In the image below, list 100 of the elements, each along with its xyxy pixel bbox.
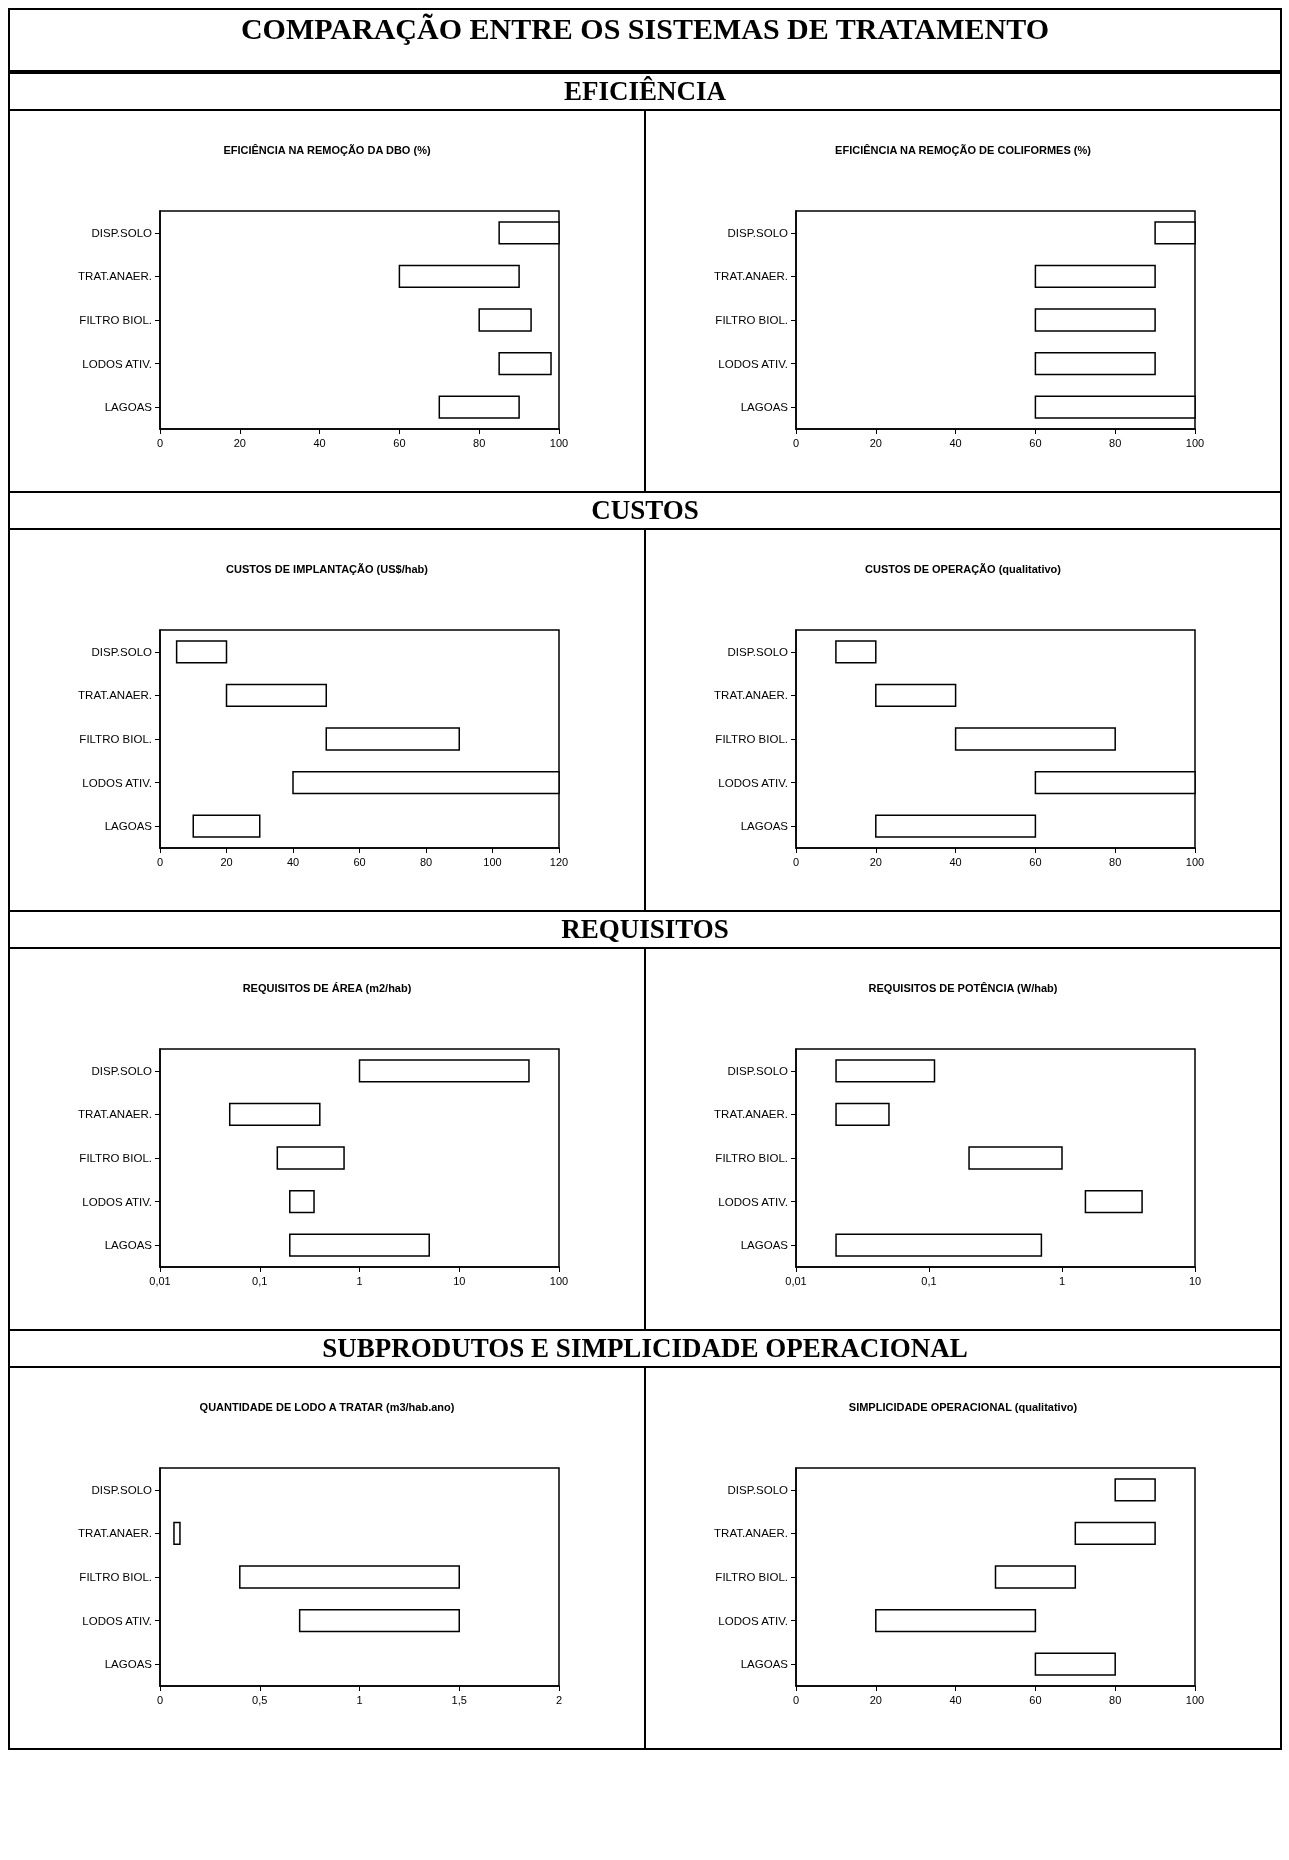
text: COMPARAÇÃO ENTRE OS SISTEMAS DE TRATAMENTO — [10, 10, 1280, 72]
x-tick-label: 80 — [1109, 855, 1122, 868]
x-tick-label: 0 — [792, 855, 800, 868]
x-tick-label: 0 — [792, 1693, 800, 1706]
bar — [478, 308, 532, 332]
y-tick-label: LAGOAS — [740, 1239, 789, 1252]
x-tick-label: 40 — [313, 436, 326, 449]
y-tick-label: FILTRO BIOL. — [79, 1152, 152, 1164]
x-tick-label: 0 — [156, 855, 164, 868]
x-tick-label: 0,5 — [252, 1693, 268, 1706]
x-tick-label: 60 — [1029, 855, 1042, 868]
x-tick-label: 40 — [949, 1693, 962, 1706]
bar — [954, 727, 1116, 751]
bar — [1114, 1478, 1156, 1502]
x-tick-label: 1,5 — [451, 1693, 467, 1706]
x-tick-label: 40 — [286, 855, 300, 868]
x-tick-label: 40 — [949, 436, 962, 449]
bar — [276, 1146, 345, 1170]
y-tick-label: FILTRO BIOL. — [715, 314, 788, 326]
y-tick-label: LODOS ATIV. — [82, 776, 152, 789]
x-tick-label: 60 — [1029, 436, 1042, 449]
x-tick-label: 100 — [1185, 436, 1205, 449]
bar — [228, 1102, 321, 1127]
x-tick-label: 0,01 — [785, 1274, 807, 1287]
y-tick-label: FILTRO BIOL. — [79, 314, 152, 326]
x-tick-label: 100 — [549, 1274, 569, 1287]
x-tick-label: 20 — [869, 855, 882, 868]
bar — [835, 1233, 1043, 1257]
bar — [1084, 1189, 1143, 1214]
x-tick-label: 20 — [220, 855, 233, 868]
bar — [289, 1189, 315, 1214]
bar — [289, 1233, 430, 1257]
x-tick-label: 80 — [1109, 436, 1122, 449]
bar — [875, 683, 957, 708]
x-tick-label: 100 — [1185, 855, 1205, 868]
x-tick-label: 120 — [549, 855, 569, 868]
x-tick-label: 0,1 — [252, 1274, 268, 1287]
x-tick-label: 0 — [156, 1693, 164, 1706]
x-tick-label: 20 — [869, 436, 882, 449]
y-tick-label: LODOS ATIV. — [718, 776, 788, 789]
y-tick-label: DISP.SOLO — [727, 226, 789, 239]
x-tick-label: 100 — [483, 855, 502, 868]
y-tick-label: LAGOAS — [104, 820, 153, 833]
y-tick-label: TRAT.ANAER. — [714, 689, 788, 702]
x-tick-label: 0,1 — [921, 1274, 937, 1287]
bar — [835, 1102, 890, 1127]
y-tick-label: LODOS ATIV. — [82, 357, 152, 370]
x-tick-label: 100 — [549, 436, 569, 449]
x-tick-label: 100 — [1185, 1693, 1205, 1706]
y-tick-label: LAGOAS — [104, 401, 153, 414]
x-tick-label: 10 — [1188, 1274, 1202, 1287]
text: REQUISITOS — [10, 910, 1280, 949]
bar — [875, 1608, 1037, 1633]
x-tick-label: 1 — [356, 1274, 363, 1287]
bar — [175, 640, 228, 664]
y-tick-label: FILTRO BIOL. — [79, 733, 152, 745]
text: SUBPRODUTOS E SIMPLICIDADE OPERACIONAL — [10, 1329, 1280, 1368]
y-tick-label: TRAT.ANAER. — [714, 270, 788, 283]
x-tick-label: 0 — [792, 436, 800, 449]
y-tick-label: FILTRO BIOL. — [715, 733, 788, 745]
y-tick-label: DISP.SOLO — [727, 1064, 789, 1077]
text: EFICIÊNCIA — [10, 72, 1280, 111]
y-tick-label: DISP.SOLO — [727, 645, 789, 658]
y-tick-label: TRAT.ANAER. — [78, 689, 152, 702]
y-tick-label: DISP.SOLO — [727, 1483, 789, 1496]
bar — [498, 351, 552, 376]
y-tick-label: DISP.SOLO — [91, 1064, 153, 1077]
x-tick-label: 20 — [233, 436, 246, 449]
y-tick-label: TRAT.ANAER. — [714, 1108, 788, 1121]
x-tick-label: 80 — [1109, 1693, 1122, 1706]
bar — [835, 1059, 936, 1083]
y-tick-label: LAGOAS — [104, 1658, 153, 1671]
bar — [438, 395, 520, 419]
chart-title: REQUISITOS DE ÁREA (m2/hab) — [242, 981, 412, 994]
x-tick-label: 0 — [156, 436, 164, 449]
x-tick-label: 60 — [353, 855, 366, 868]
y-tick-label: LODOS ATIV. — [82, 1195, 152, 1208]
chart-title: QUANTIDADE DE LODO A TRATAR (m3/hab.ano) — [199, 1400, 455, 1413]
bar — [1074, 1521, 1156, 1546]
chart-title: CUSTOS DE OPERAÇÃO (qualitativo) — [865, 562, 1062, 575]
y-tick-label: DISP.SOLO — [91, 1483, 153, 1496]
bar — [358, 1059, 530, 1083]
y-tick-label: TRAT.ANAER. — [78, 270, 152, 283]
y-tick-label: LODOS ATIV. — [718, 1195, 788, 1208]
x-tick-label: 10 — [453, 1274, 466, 1287]
x-tick-label: 60 — [393, 436, 406, 449]
y-tick-label: LAGOAS — [740, 401, 789, 414]
bar — [1034, 1652, 1116, 1676]
chart-title: CUSTOS DE IMPLANTAÇÃO (US$/hab) — [226, 562, 429, 575]
x-tick-label: 60 — [1029, 1693, 1042, 1706]
x-tick-label: 20 — [869, 1693, 882, 1706]
y-tick-label: LODOS ATIV. — [82, 1614, 152, 1627]
y-tick-label: LAGOAS — [740, 1658, 789, 1671]
x-tick-label: 40 — [949, 855, 962, 868]
x-tick-label: 0,01 — [149, 1274, 171, 1287]
x-tick-label: 2 — [555, 1693, 563, 1706]
bar — [835, 640, 877, 664]
y-tick-label: DISP.SOLO — [91, 226, 153, 239]
x-tick-label: 80 — [419, 855, 433, 868]
chart-title: EFICIÊNCIA NA REMOÇÃO DE COLIFORMES (%) — [835, 143, 1092, 156]
